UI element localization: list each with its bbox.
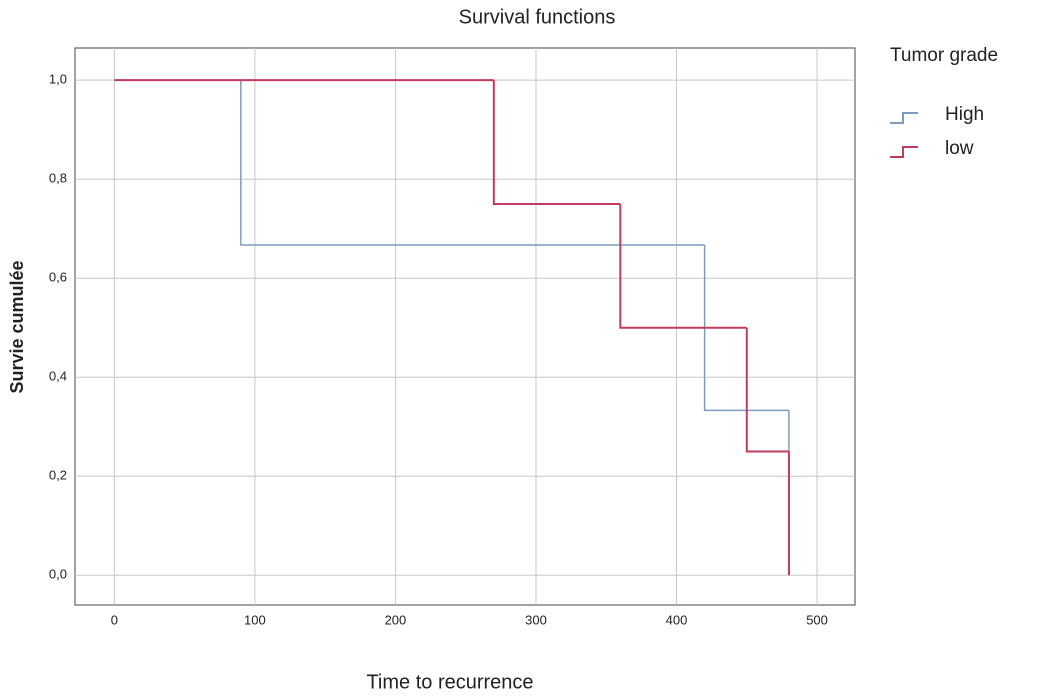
y-tick-label: 0,6	[49, 270, 67, 285]
y-tick-label: 0,0	[49, 567, 67, 582]
step-segment	[619, 203, 747, 329]
legend-swatch	[890, 146, 918, 158]
y-tick-label: 1,0	[49, 72, 67, 87]
legend-title: Tumor grade	[890, 45, 998, 66]
y-tick-label: 0,4	[49, 369, 67, 384]
step-segment	[703, 245, 789, 412]
legend-label: low	[945, 138, 974, 159]
x-tick-label: 100	[244, 612, 266, 627]
legend-swatch	[890, 112, 918, 124]
y-tick-label: 0,2	[49, 468, 67, 483]
chart-title: Survival functions	[459, 6, 616, 28]
x-tick-label: 200	[385, 612, 407, 627]
x-tick-label: 0	[111, 612, 118, 627]
x-axis-label: Time to recurrence	[366, 671, 533, 693]
legend-label: High	[945, 104, 984, 125]
x-tick-label: 500	[806, 612, 828, 627]
plot-frame	[74, 47, 856, 606]
step-segment	[240, 80, 705, 246]
x-tick-label: 400	[666, 612, 688, 627]
y-tick-label: 0,8	[49, 171, 67, 186]
y-axis-label: Survie cumulée	[7, 260, 27, 393]
x-tick-label: 300	[525, 612, 547, 627]
step-segment	[745, 327, 789, 453]
step-segment	[492, 80, 621, 205]
